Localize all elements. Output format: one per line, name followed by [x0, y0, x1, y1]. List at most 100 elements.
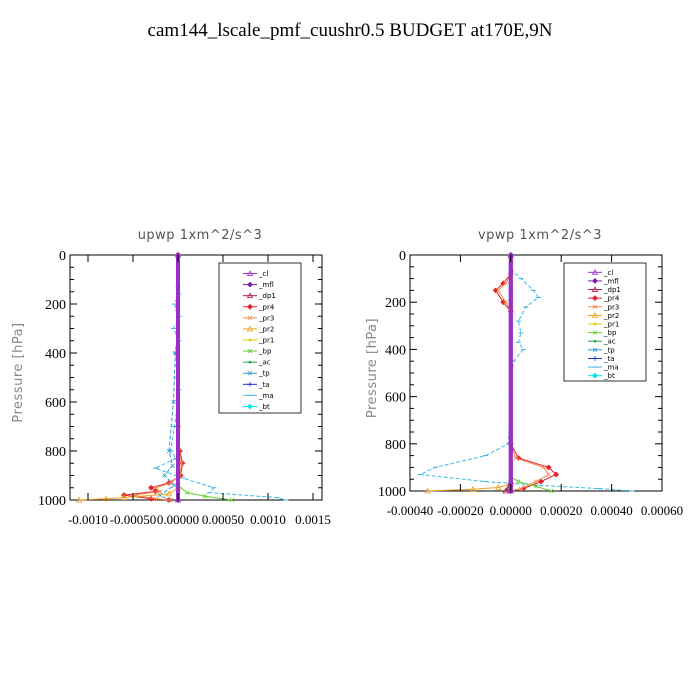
x-tick-label: -0.0010: [68, 512, 108, 527]
legend-marker: [591, 268, 599, 275]
legend-item: _pr3: [588, 303, 619, 311]
legend-label: _mfl: [258, 281, 274, 289]
y-tick-label: 400: [45, 347, 66, 362]
legend-marker: [592, 355, 598, 361]
legend-label: _mfl: [603, 277, 619, 285]
legend-marker: [248, 360, 252, 364]
data-point: [516, 479, 521, 484]
legend-item: _bt: [588, 372, 615, 380]
legend-item: _pr1: [588, 321, 619, 329]
data-point: [507, 487, 514, 494]
data-point: [75, 496, 83, 503]
legend-marker: [593, 339, 597, 343]
legend-label: _ta: [603, 355, 615, 363]
legend-item: _ma: [243, 392, 274, 400]
legend-item: _pr4: [588, 295, 620, 303]
legend-item: _ta: [243, 381, 270, 389]
series-cl: [174, 251, 182, 503]
data-point: [502, 487, 509, 494]
legend-item: _pr2: [588, 312, 619, 320]
y-tick-label: 600: [385, 391, 406, 406]
legend-marker: [592, 277, 598, 284]
legend-marker: [592, 372, 598, 379]
legend-marker: [592, 304, 598, 310]
data-point: [168, 480, 174, 486]
legend-label: _dp1: [258, 292, 276, 300]
legend-marker: [248, 338, 252, 342]
y-tick-label: 800: [45, 445, 66, 460]
data-point: [153, 496, 158, 502]
legend-marker: [591, 312, 599, 318]
data-point: [229, 497, 235, 503]
legend-marker: [593, 322, 597, 326]
y-tick-label: 800: [385, 438, 406, 453]
legend-label: _bt: [603, 372, 615, 380]
legend-label: _bp: [603, 329, 617, 337]
legend-item: _ac: [243, 359, 271, 367]
legend-marker: [247, 403, 253, 410]
data-point: [518, 486, 524, 491]
y-tick-label: 1000: [378, 485, 406, 500]
x-tick-label: 0.00040: [590, 503, 632, 518]
legend-item: _pr1: [243, 337, 274, 345]
legend-item: _pr3: [243, 314, 274, 322]
legend-label: _pr3: [603, 303, 619, 311]
data-point: [170, 463, 175, 468]
legend-marker: [246, 325, 254, 332]
x-tick-label: 0.0010: [250, 512, 286, 527]
data-point: [166, 448, 172, 454]
legend-item: _cl: [243, 270, 268, 278]
legend-marker: [592, 347, 598, 353]
data-point: [495, 288, 501, 293]
data-point: [424, 487, 431, 494]
legend-marker: [247, 281, 253, 288]
data-point: [546, 472, 551, 477]
legend-item: _tp: [588, 346, 615, 354]
data-point: [184, 490, 190, 495]
legend-label: _cl: [603, 269, 613, 277]
data-point: [503, 299, 509, 305]
legend-label: _dp1: [603, 286, 621, 294]
data-point: [157, 489, 163, 494]
data-point: [148, 484, 154, 491]
data-point: [179, 460, 184, 466]
legend-label: _ta: [258, 381, 270, 389]
data-point: [102, 495, 110, 502]
x-tick-label: -0.00020: [437, 503, 484, 518]
page-title: cam144_lscale_pmf_cuushr0.5 BUDGET at170…: [147, 20, 553, 41]
legend-label: _bp: [258, 348, 272, 356]
data-point: [533, 479, 539, 484]
legend-item: _bp: [243, 348, 272, 356]
x-tick-label: 0.00000: [490, 503, 532, 518]
data-point: [541, 465, 546, 470]
legend-item: _ac: [588, 338, 616, 346]
legend-label: _pr1: [603, 321, 619, 329]
x-tick-label: 0.00000: [157, 512, 199, 527]
legend-item: _cl: [588, 269, 613, 277]
data-point: [503, 281, 509, 286]
data-point: [469, 486, 477, 492]
y-tick-label: 0: [399, 249, 406, 264]
data-point: [553, 471, 560, 478]
legend-item: _bp: [588, 329, 617, 337]
x-tick-label: 0.00020: [540, 503, 582, 518]
legend-label: _pr4: [603, 295, 620, 303]
data-point: [165, 490, 173, 497]
legend-label: _ac: [258, 359, 271, 367]
data-point: [548, 488, 554, 494]
legend-label: _ma: [603, 364, 619, 372]
legend-label: _pr2: [603, 312, 619, 320]
legend-item: _pr2: [243, 325, 274, 333]
legend-item: _ta: [588, 355, 615, 363]
data-point: [153, 485, 158, 491]
x-tick-label: 0.0015: [295, 512, 331, 527]
legend-marker: [247, 348, 253, 354]
legend-marker: [246, 292, 254, 299]
legend-item: _mfl: [243, 281, 274, 289]
data-point: [533, 483, 539, 489]
data-point: [168, 497, 174, 503]
legend-item: _dp1: [588, 286, 621, 294]
y-tick-label: 200: [385, 296, 406, 311]
data-point: [545, 464, 552, 471]
y-axis-label: Pressure [hPa]: [11, 322, 26, 422]
